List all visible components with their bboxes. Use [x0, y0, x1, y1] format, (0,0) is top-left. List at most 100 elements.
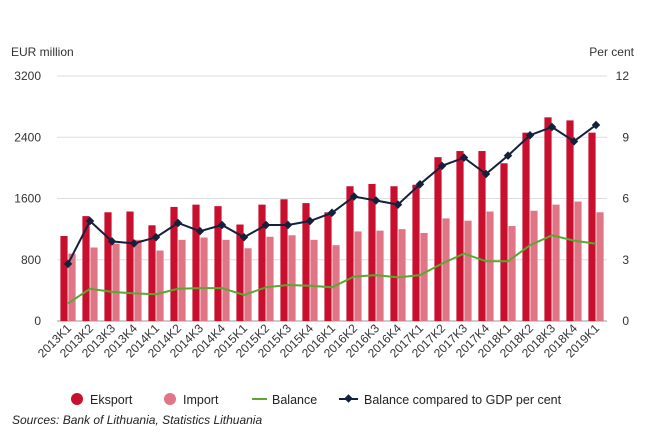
bar-import — [398, 229, 406, 321]
bar-eksport — [566, 120, 574, 321]
red-circle-icon — [71, 393, 83, 405]
bar-import — [442, 218, 450, 321]
left-tick-labels: 0 800 1600 2400 3200 — [14, 69, 41, 328]
bar-import — [200, 237, 208, 321]
left-tick-label: 800 — [21, 253, 41, 267]
bar-eksport — [544, 117, 552, 321]
bar-import — [464, 220, 472, 321]
line-balance — [67, 234, 597, 305]
bar-eksport — [60, 236, 68, 321]
left-tick-label: 2400 — [14, 130, 41, 144]
x-tick-labels: 2013K12013K22013K32013K42014K12014K22014… — [35, 321, 602, 360]
legend-label-import: Import — [183, 393, 219, 407]
right-tick-label: 0 — [622, 314, 629, 328]
bar-eksport — [302, 203, 310, 321]
bar-import — [552, 204, 560, 321]
left-tick-label: 1600 — [14, 192, 41, 206]
point-balance-gdp — [217, 220, 227, 230]
bar-eksport — [434, 157, 442, 321]
left-axis-label: EUR million — [11, 45, 74, 59]
left-tick-label: 3200 — [14, 69, 41, 83]
point-balance-gdp — [459, 153, 469, 162]
point-balance-gdp — [283, 220, 293, 230]
point-balance-gdp — [393, 200, 403, 209]
bar-import — [156, 250, 164, 321]
bar-import — [574, 201, 582, 321]
bar-eksport — [346, 186, 354, 321]
bar-eksport — [500, 163, 508, 321]
bar-import — [266, 236, 274, 321]
bar-eksport — [148, 225, 156, 321]
point-balance-gdp — [85, 216, 95, 226]
bar-import — [508, 226, 516, 321]
lines-group — [63, 120, 601, 305]
bar-import — [112, 243, 120, 321]
bar-eksport — [324, 212, 332, 321]
legend-item-eksport: Eksport — [71, 393, 133, 407]
legend-item-balance: Balance — [252, 393, 317, 407]
legend-label-balance-gdp: Balance compared to GDP per cent — [364, 393, 562, 407]
bars-group — [60, 117, 604, 321]
bar-eksport — [258, 204, 266, 321]
point-balance-gdp — [503, 151, 513, 160]
bar-eksport — [522, 132, 530, 321]
legend-label-eksport: Eksport — [90, 393, 133, 407]
right-tick-label: 6 — [622, 192, 629, 206]
bar-import — [222, 239, 230, 321]
right-tick-label: 9 — [622, 130, 629, 144]
bar-import — [134, 239, 142, 321]
bar-import — [244, 248, 252, 321]
point-balance-gdp — [415, 179, 425, 189]
bar-import — [68, 253, 76, 321]
bar-eksport — [280, 199, 288, 321]
right-axis-label: Per cent — [589, 45, 634, 59]
pink-circle-icon — [164, 393, 176, 405]
bar-eksport — [368, 183, 376, 321]
point-balance-gdp — [151, 233, 161, 242]
line-balance-gdp — [67, 124, 597, 265]
bar-eksport — [214, 206, 222, 321]
point-balance-gdp — [195, 226, 205, 236]
bar-eksport — [192, 204, 200, 321]
bar-import — [596, 212, 604, 321]
left-tick-label: 0 — [34, 314, 41, 328]
bar-eksport — [456, 151, 464, 321]
point-balance-gdp — [305, 216, 315, 226]
right-tick-label: 3 — [622, 253, 629, 267]
point-balance-gdp — [239, 233, 249, 242]
bar-eksport — [170, 206, 178, 321]
bar-import — [332, 245, 340, 321]
legend-item-balance-gdp: Balance compared to GDP per cent — [339, 393, 562, 407]
bar-eksport — [412, 184, 420, 321]
right-tick-label: 12 — [616, 69, 630, 83]
bar-eksport — [236, 224, 244, 321]
source-note: Sources: Bank of Lithuania, Statistics L… — [12, 413, 263, 427]
bar-eksport — [126, 211, 134, 321]
bar-eksport — [478, 151, 486, 321]
point-balance-gdp — [129, 239, 139, 248]
bar-import — [530, 210, 538, 321]
bar-import — [486, 211, 494, 321]
legend-item-import: Import — [164, 393, 219, 407]
bar-import — [420, 232, 428, 321]
point-balance-gdp — [107, 237, 117, 246]
bar-import — [310, 239, 318, 321]
point-balance-gdp — [327, 208, 337, 218]
point-balance-gdp — [261, 220, 271, 230]
bar-eksport — [82, 216, 90, 321]
bar-eksport — [390, 186, 398, 321]
bar-eksport — [588, 132, 596, 321]
navy-line-diamond-icon — [339, 394, 358, 403]
bar-import — [178, 239, 186, 321]
point-balance-gdp — [437, 161, 447, 171]
bar-import — [90, 247, 98, 321]
point-balance-gdp — [349, 192, 359, 201]
legend: Eksport Import Balance Balance compared … — [71, 393, 562, 407]
point-balance-gdp — [63, 259, 73, 269]
point-balance-gdp — [173, 218, 183, 228]
legend-label-balance: Balance — [272, 393, 317, 407]
right-tick-labels: 0 3 6 9 12 — [616, 69, 630, 328]
bar-eksport — [104, 212, 112, 321]
point-balance-gdp — [371, 196, 381, 205]
